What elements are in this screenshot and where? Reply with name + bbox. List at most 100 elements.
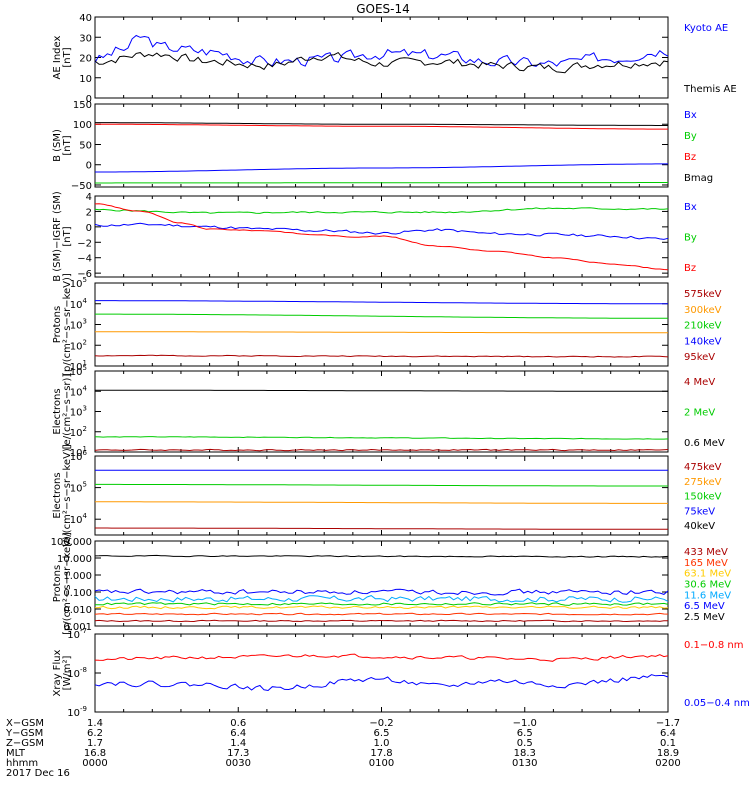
- legend-2-5-mev: 2.5 MeV: [684, 612, 725, 623]
- legend-bx: Bx: [684, 110, 697, 121]
- legend-4-mev: 4 MeV: [684, 377, 715, 388]
- legend-575kev: 575keV: [684, 289, 722, 300]
- legend-95kev: 95keV: [684, 352, 715, 363]
- x-axis-value: 1.4: [230, 738, 246, 749]
- y-tick-label: 20: [79, 54, 92, 65]
- y-axis-label: [e/(cm²−s−sr−keV)]: [62, 444, 73, 547]
- x-axis-value: 0130: [512, 758, 537, 769]
- legend-40kev: 40keV: [684, 521, 715, 532]
- y-tick-label: 30: [79, 33, 92, 44]
- panel-b_minus_igrf: −6 −4 −2 0 2 4 B (SM)−IGRF (SM) [nT] Bx By Bz: [52, 191, 697, 282]
- series-line-150kev: [95, 483, 668, 487]
- series-line-475kev: [95, 527, 668, 530]
- y-axis-label: Electrons: [52, 472, 63, 518]
- legend-210kev: 210keV: [684, 321, 722, 332]
- x-axis-value: 0030: [226, 758, 251, 769]
- series-line-11-6-mev: [94, 595, 669, 603]
- series-line-0-1-0-8-nm: [94, 653, 669, 662]
- series-line-themis-ae: [94, 51, 669, 74]
- x-axis-value: 0.5: [517, 738, 533, 749]
- panel-frame: [94, 540, 669, 627]
- x-axis-value: 16.8: [84, 748, 106, 759]
- y-tick-label: 0: [86, 223, 92, 234]
- legend-0-1-0-8-nm: 0.1−0.8 nm: [684, 640, 743, 651]
- x-axis-value: −0.2: [369, 718, 393, 729]
- y-axis-label: [p/(cm²−s−sr−keV)]: [62, 532, 73, 635]
- legend-kyoto-ae: Kyoto AE: [684, 23, 728, 34]
- y-tick-label: 4: [86, 192, 92, 203]
- panel-b_sm: −50 0 50 100 150 B (SM) [nT] Bx By Bz Bmag: [52, 100, 713, 192]
- legend-475kev: 475keV: [684, 462, 722, 473]
- legend-140kev: 140keV: [684, 336, 722, 347]
- y-axis-label: [nT]: [62, 135, 73, 155]
- series-line-by: [95, 182, 668, 184]
- series-line-433-mev: [94, 619, 669, 623]
- y-axis-label: [W/m²]: [62, 655, 73, 690]
- legend-bz: Bz: [684, 263, 696, 274]
- y-axis-label: Protons: [52, 565, 63, 602]
- legend-6-5-mev: 6.5 MeV: [684, 601, 725, 612]
- series-line-bmag: [95, 122, 668, 126]
- series-line-kyoto-ae: [94, 34, 669, 67]
- legend-bz: Bz: [684, 152, 696, 163]
- legend-0-05-0-4-nm: 0.05−0.4 nm: [684, 698, 750, 709]
- y-tick-label: 0.100: [63, 588, 92, 599]
- y-axis-label: [nT]: [62, 47, 73, 67]
- x-axis-value: 0200: [655, 758, 680, 769]
- series-line-bz: [94, 203, 669, 271]
- y-tick-label: 0: [86, 161, 92, 172]
- series-line-bx: [94, 222, 669, 240]
- legend-by: By: [684, 131, 697, 142]
- x-axis-row-label: Z−GSM: [6, 738, 44, 749]
- x-axis-value: 1.7: [87, 738, 103, 749]
- x-axis-value: 18.9: [657, 748, 679, 759]
- y-axis-label: [e/(cm²−s−sr)]: [62, 374, 73, 450]
- legend-165-mev: 165 MeV: [684, 558, 728, 569]
- series-line-165-mev: [94, 612, 669, 616]
- y-tick-label: 2: [86, 207, 92, 218]
- y-tick-label: 0.010: [63, 605, 92, 616]
- x-axis-date: 2017 Dec 16: [6, 768, 70, 779]
- y-tick-label: 1.000: [63, 571, 92, 582]
- series-line-bx: [95, 163, 668, 173]
- y-tick-label: 150: [73, 100, 92, 111]
- y-tick-label: 100.000: [51, 537, 92, 548]
- x-axis-value: 6.4: [660, 728, 676, 739]
- legend-bx: Bx: [684, 202, 697, 213]
- series-line-0-6-mev: [95, 389, 669, 392]
- y-tick-label: 10: [79, 74, 92, 85]
- legend-63-1-mev: 63.1 MeV: [684, 569, 731, 580]
- legend-themis-ae: Themis AE: [683, 84, 737, 95]
- series-line-300kev: [95, 331, 668, 334]
- series-line-by: [94, 207, 669, 214]
- x-axis-value: 0.1: [660, 738, 676, 749]
- series-line-2-5-mev: [94, 554, 669, 558]
- y-tick-label: 0.001: [63, 622, 92, 633]
- panel-frame: [94, 455, 669, 536]
- x-axis-value: 1.4: [87, 718, 103, 729]
- legend-275kev: 275keV: [684, 477, 722, 488]
- x-axis-value: 6.5: [374, 728, 390, 739]
- y-tick-label: 40: [79, 13, 92, 24]
- legend-75kev: 75keV: [684, 506, 715, 517]
- y-axis-label: AE Index: [52, 35, 63, 79]
- panel-frame: [94, 103, 669, 188]
- y-tick-label: −50: [71, 181, 92, 192]
- series-line-30-6-mev: [94, 602, 669, 606]
- x-axis-value: 6.2: [87, 728, 103, 739]
- x-axis-row-label: MLT: [6, 748, 26, 759]
- legend-by: By: [684, 233, 697, 244]
- x-axis-value: −1.0: [513, 718, 537, 729]
- series-line-275kev: [95, 501, 668, 504]
- panel-frame: [94, 370, 669, 453]
- series-line-6-5-mev: [94, 588, 669, 596]
- legend-bmag: Bmag: [684, 173, 713, 184]
- x-axis-value: 0100: [369, 758, 394, 769]
- y-tick-label: 10.000: [57, 554, 92, 565]
- y-axis-label: B (SM): [52, 129, 63, 162]
- y-tick-label: −6: [77, 269, 92, 280]
- series-line-2-mev: [94, 436, 669, 440]
